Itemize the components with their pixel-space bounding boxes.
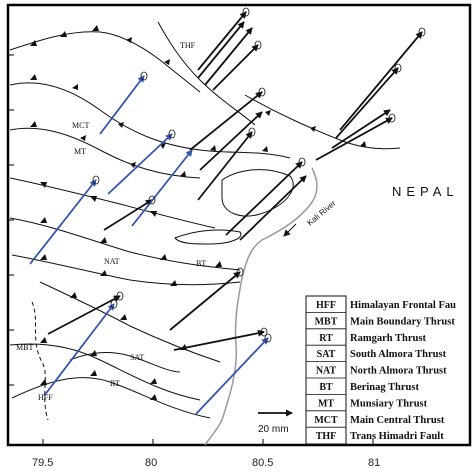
station-ellipses	[92, 7, 426, 343]
legend-abbr: MCT	[314, 415, 338, 426]
fault-mid	[9, 177, 216, 229]
black-velocity-vectors	[47, 11, 423, 351]
x-axis-ticks	[42, 439, 374, 445]
vector-black	[189, 91, 263, 151]
vector-blue	[131, 149, 193, 227]
legend-name: Munsiary Thrust	[350, 398, 428, 409]
fault-label-mbt: MBT	[16, 343, 33, 352]
vector-black	[173, 329, 265, 351]
vector-blue	[99, 75, 145, 135]
legend-abbr: SAT	[317, 349, 336, 360]
legend-abbr: BT	[319, 382, 333, 393]
y-axis-ticks	[8, 54, 14, 386]
legend-name: Ramgarh Thrust	[350, 333, 426, 344]
scale-bar: 20 mm	[258, 409, 293, 435]
kali-river	[204, 167, 318, 446]
fault-bt	[11, 254, 241, 286]
vector-black	[339, 31, 423, 131]
fault-label-thf: THF	[180, 41, 196, 50]
x-tick-label: 80	[145, 457, 157, 469]
blue-velocity-vectors	[29, 75, 269, 415]
dashed-boundary	[31, 301, 49, 421]
fault-bt-lobe	[174, 229, 242, 245]
legend-abbr: NAT	[316, 366, 337, 377]
legend: HFF Himalayan Frontal Fau MBT Main Boundary…	[305, 295, 456, 445]
fault-label-mct: MCT	[72, 121, 89, 130]
legend-abbr: MT	[318, 398, 334, 409]
legend-name: Main Boundary Thrust	[350, 316, 455, 327]
vector-black	[331, 109, 391, 149]
fault-mbt	[9, 343, 201, 401]
fault-label-mt: MT	[74, 147, 86, 156]
map-frame	[6, 3, 472, 447]
fault-rt	[69, 352, 181, 373]
legend-abbr: RT	[319, 333, 333, 344]
vector-black	[335, 67, 399, 139]
vector-blue	[43, 303, 115, 397]
fault-mt	[9, 127, 201, 179]
fault-label-bt: BT	[196, 259, 206, 268]
country-label: NEPAL	[392, 184, 459, 199]
vector-black	[199, 111, 263, 171]
fault-traces	[9, 21, 401, 419]
vector-blue	[107, 133, 173, 195]
fault-upper-right	[244, 94, 401, 150]
vector-black	[47, 295, 121, 335]
x-tick-label: 79.5	[32, 457, 53, 469]
legend-name: South Almora Thrust	[350, 349, 447, 360]
legend-abbr: THF	[316, 431, 337, 442]
vector-black	[169, 271, 241, 331]
vector-black	[197, 131, 253, 201]
fault-label-hff: HFF	[38, 393, 53, 402]
fault-label-sat: SAT	[130, 353, 144, 362]
x-tick-label: 80.5	[252, 457, 273, 469]
vector-black	[315, 117, 393, 161]
legend-rows: HFF Himalayan Frontal Fau MBT Main Boundary…	[306, 300, 456, 442]
fault-nat	[9, 217, 241, 271]
fault-sat	[39, 281, 221, 363]
legend-abbr: HFF	[316, 300, 336, 311]
vector-black	[197, 11, 247, 71]
legend-name: North Almora Thrust	[350, 366, 447, 377]
vector-blue	[195, 337, 269, 415]
legend-name: Berinag Thrust	[350, 382, 419, 393]
vector-black	[212, 44, 259, 91]
fault-thf	[157, 21, 256, 126]
scale-label: 20 mm	[258, 424, 289, 435]
fault-mct	[9, 82, 291, 159]
vector-blue	[29, 179, 97, 265]
legend-abbr: MBT	[315, 316, 338, 327]
legend-name: Trans Himadri Fault	[350, 431, 444, 442]
fault-label-nat: NAT	[104, 257, 120, 266]
vector-black	[197, 21, 245, 79]
x-tick-label: 81	[368, 457, 380, 469]
legend-name: Himalayan Frontal Fau	[350, 300, 456, 311]
fault-label-rt: RT	[110, 379, 120, 388]
river-label: Kali River	[306, 198, 338, 227]
vector-black	[225, 161, 303, 236]
fault-top	[9, 31, 201, 93]
thrust-teeth	[30, 25, 366, 400]
fault-klippe	[221, 169, 294, 217]
vector-black	[239, 175, 307, 241]
vector-black	[204, 27, 253, 86]
vector-black	[103, 199, 153, 231]
legend-name: Main Central Thrust	[350, 415, 445, 426]
river-flow-arrow	[283, 223, 297, 237]
